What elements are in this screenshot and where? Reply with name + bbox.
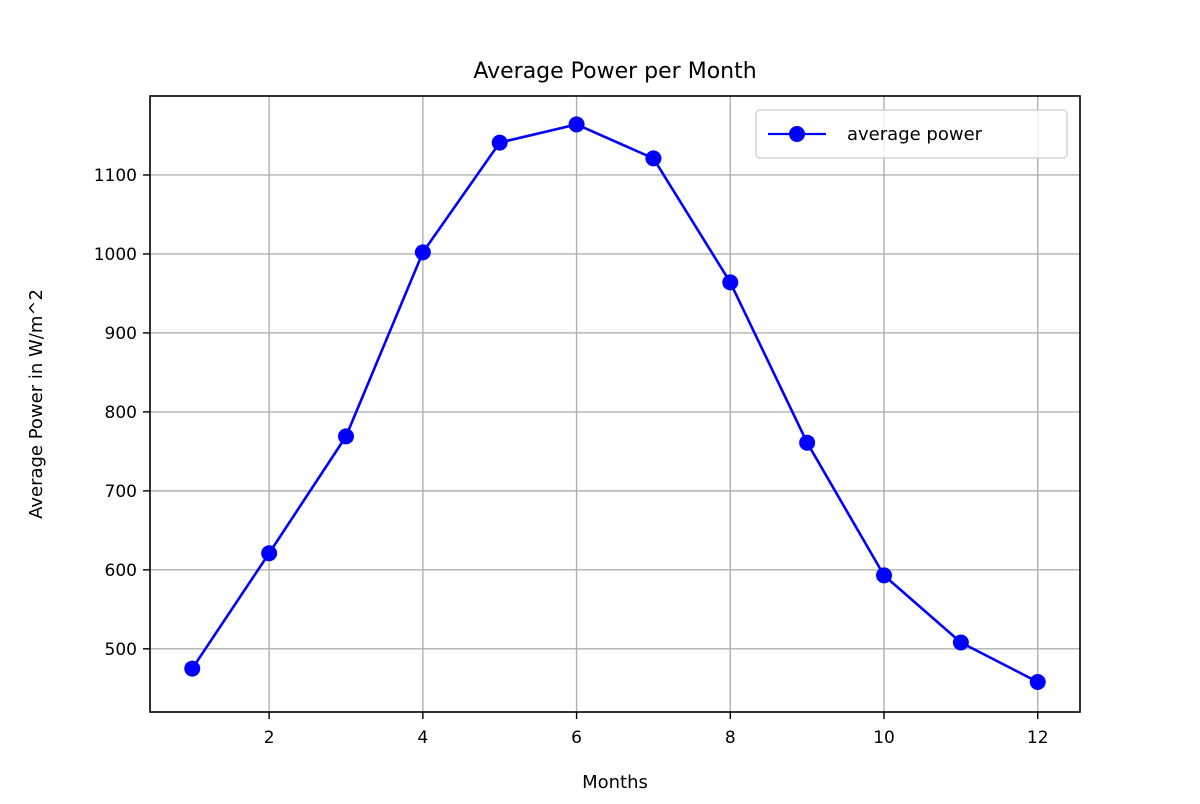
data-point [722, 274, 739, 291]
legend-label: average power [847, 124, 983, 145]
data-point [799, 434, 816, 451]
x-tick-label: 10 [873, 728, 895, 748]
data-point [491, 134, 508, 151]
x-tick-label: 12 [1027, 728, 1049, 748]
x-tick-label: 2 [264, 728, 275, 748]
data-point [184, 660, 201, 677]
y-tick-label: 500 [105, 640, 137, 660]
series-layer [184, 116, 1046, 690]
x-tick-label: 6 [571, 728, 582, 748]
x-tick-label: 4 [417, 728, 428, 748]
legend: average power [755, 109, 1068, 159]
data-point [645, 150, 662, 167]
y-axis-label: Average Power in W/m^2 [26, 289, 47, 519]
y-tick-label: 600 [105, 561, 137, 581]
series-line [191, 123, 1039, 684]
plot-frame [149, 95, 1081, 713]
legend-marker [789, 126, 805, 142]
grid-lines [150, 96, 1080, 712]
y-tick-label: 700 [105, 482, 137, 502]
data-point [568, 116, 585, 133]
data-point [414, 244, 431, 261]
data-point [1029, 673, 1046, 690]
data-point [876, 567, 893, 584]
y-tick-label: 1000 [94, 245, 137, 265]
chart-title: Average Power per Month [473, 59, 756, 84]
legend-box [755, 109, 1068, 159]
y-tick-label: 800 [105, 403, 137, 423]
x-axis-label: Months [582, 772, 648, 793]
x-tick-label: 8 [725, 728, 736, 748]
y-tick-label: 1100 [94, 166, 137, 186]
data-point [952, 634, 969, 651]
y-tick-label: 900 [105, 324, 137, 344]
axis-ticks: 2 4 6 8 10 12 500 600 700 800 900 1000 1100 [94, 166, 1049, 748]
data-point [337, 428, 354, 445]
data-point [261, 545, 278, 562]
